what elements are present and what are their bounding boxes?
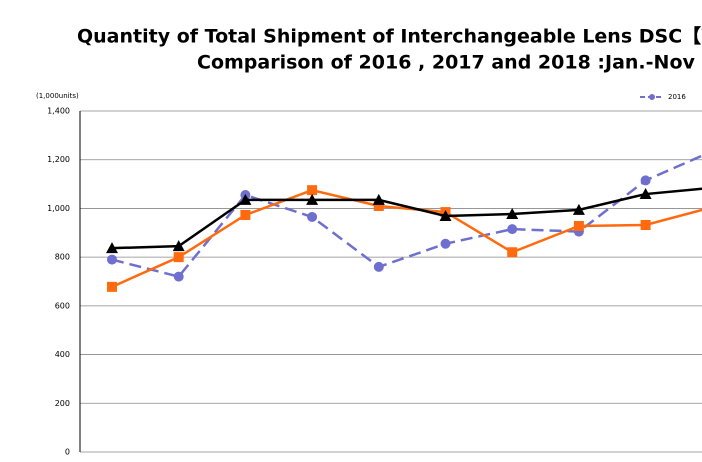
point xyxy=(306,193,319,205)
chart-title: Quantity of Total Shipment of Interchang… xyxy=(77,25,702,48)
point xyxy=(373,261,384,272)
point xyxy=(173,271,184,282)
point xyxy=(572,203,585,215)
point xyxy=(639,188,652,200)
y-tick-label: 800 xyxy=(55,253,70,262)
chart-subtitle: Comparison of 2016 , 2017 and 2018 :Jan.… xyxy=(197,52,695,74)
point xyxy=(506,208,519,220)
point xyxy=(106,242,118,254)
point xyxy=(307,185,318,196)
legend-label: 2016 xyxy=(668,93,686,101)
y-tick-label: 1,000 xyxy=(47,204,70,213)
y-tick-label: 1,400 xyxy=(47,107,70,116)
point xyxy=(372,193,385,205)
point xyxy=(172,240,185,252)
y-tick-label: 400 xyxy=(55,350,70,359)
point xyxy=(373,200,384,211)
point xyxy=(240,210,251,221)
point xyxy=(440,238,451,249)
plot xyxy=(79,110,702,453)
point xyxy=(239,193,252,205)
point xyxy=(640,219,651,230)
point xyxy=(507,224,518,235)
y-axis-label: (1,000units) xyxy=(36,92,79,100)
point xyxy=(107,281,117,292)
point xyxy=(573,220,584,231)
y-tick-label: 200 xyxy=(55,399,70,408)
y-tick-label: 1,200 xyxy=(47,155,70,164)
y-tick-label: 600 xyxy=(55,301,70,310)
point xyxy=(307,211,318,222)
point xyxy=(107,254,117,265)
series-line xyxy=(111,154,702,279)
point xyxy=(173,252,184,263)
point xyxy=(439,209,452,221)
point xyxy=(640,175,651,186)
legend-marker xyxy=(649,94,655,100)
series-line xyxy=(111,187,702,250)
point xyxy=(507,247,518,258)
y-tick-label: 0 xyxy=(65,448,70,457)
